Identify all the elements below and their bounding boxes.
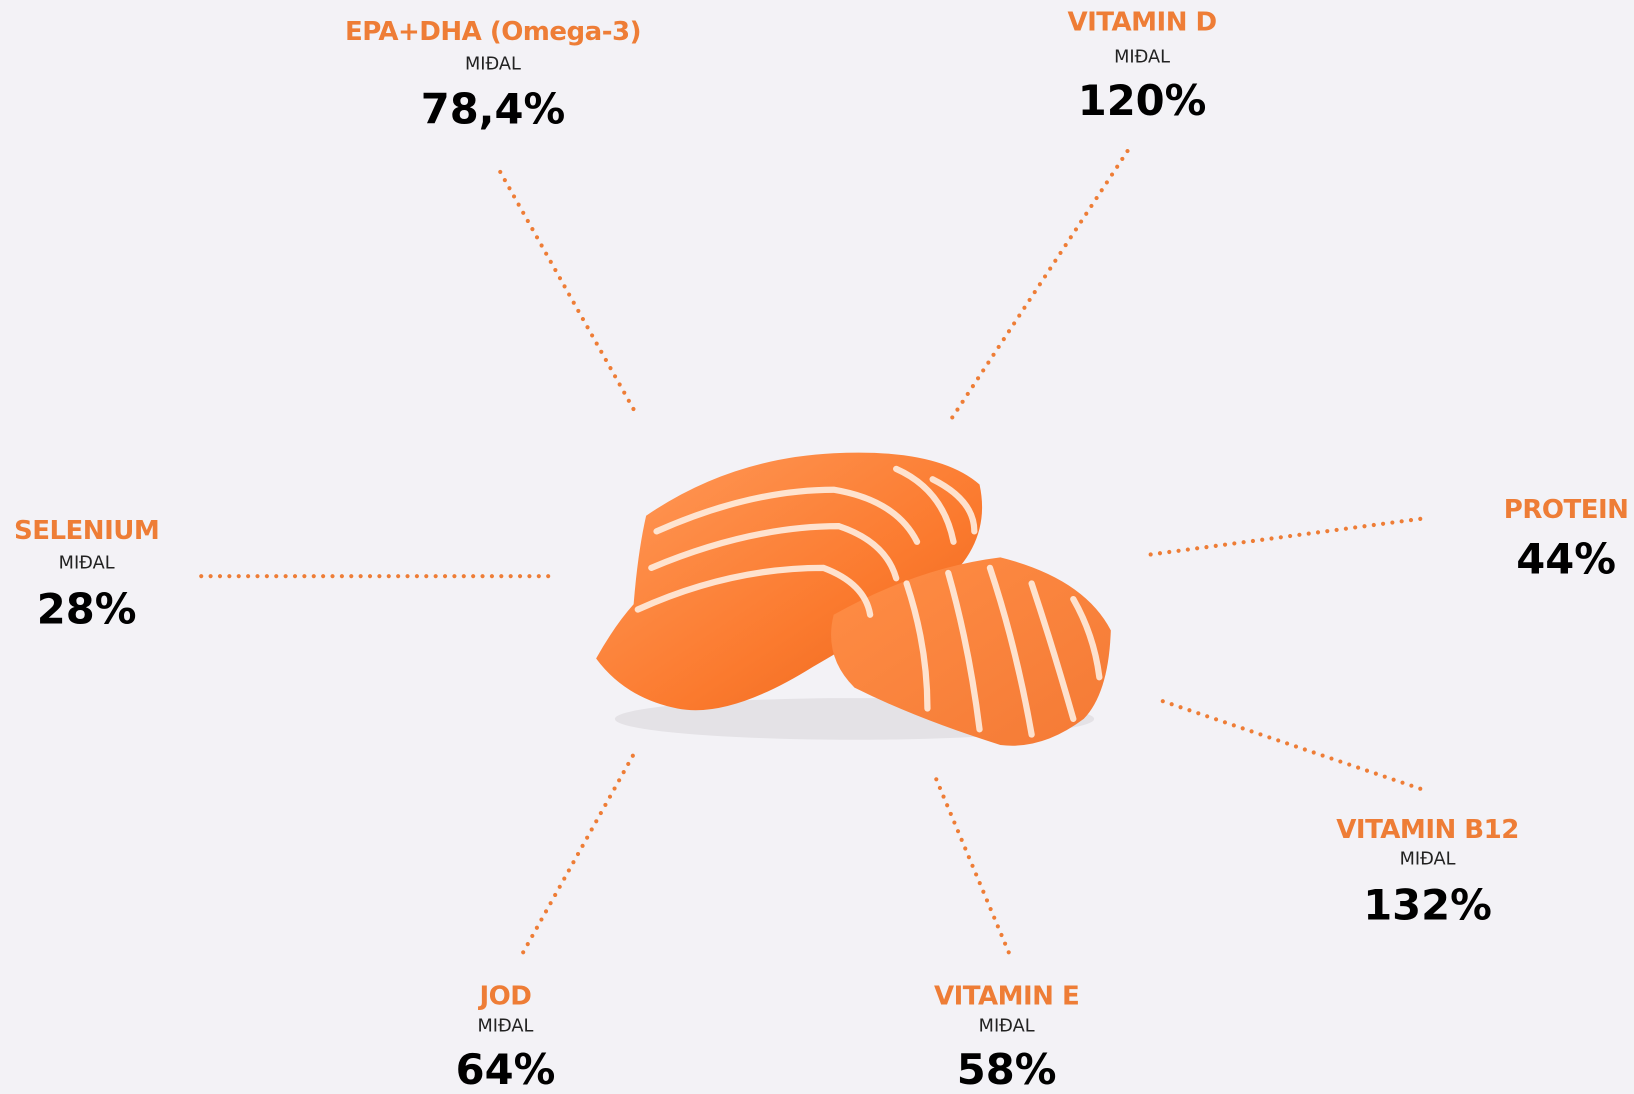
nutrient-value: 44% [1516,535,1616,584]
nutrient-name: EPA+DHA (Omega-3) [345,17,641,47]
nutrient-sublabel: MIÐAL [979,1016,1035,1036]
nutrient-name: VITAMIN B12 [1336,815,1519,845]
nutrient-value: 64% [456,1045,556,1094]
nutrient-value: 58% [957,1045,1057,1094]
nutrient-name: VITAMIN E [934,982,1079,1012]
nutrient-sublabel: MIÐAL [1114,47,1170,67]
nutrient-name: JOD [478,982,532,1012]
nutrient-sublabel: MIÐAL [59,554,115,574]
nutrient-value: 120% [1078,76,1207,125]
nutrient-sublabel: MIÐAL [478,1016,534,1036]
nutrient-sublabel: MIÐAL [465,55,521,75]
nutrient-value: 132% [1363,881,1492,930]
nutrient-name: PROTEIN [1504,495,1629,525]
nutrient-name: SELENIUM [14,516,159,546]
nutrient-sublabel: MIÐAL [1400,850,1456,870]
nutrient-value: 28% [37,585,137,634]
nutrient-name: VITAMIN D [1068,7,1217,37]
page: EPA+DHA (Omega-3) MIÐAL 78,4% VITAMIN D MIÐA… [0,0,1634,1094]
infographic: EPA+DHA (Omega-3) MIÐAL 78,4% VITAMIN D MIÐA… [0,0,1634,1094]
nutrient-value: 78,4% [421,85,566,134]
